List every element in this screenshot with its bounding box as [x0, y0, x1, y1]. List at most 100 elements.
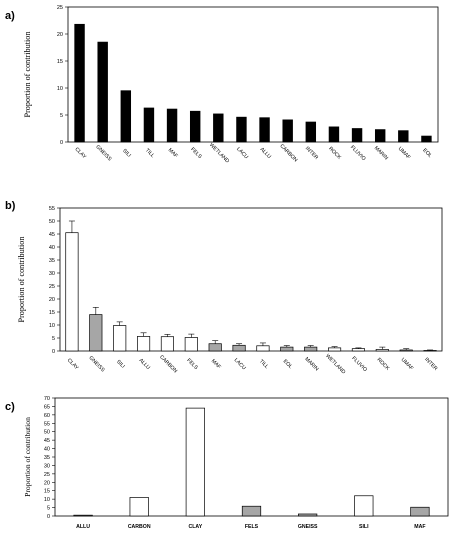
category-label: FELS — [189, 147, 203, 161]
bar-umaf — [399, 349, 413, 352]
category-label: ROCK — [376, 357, 391, 372]
bar-gneiss — [298, 513, 318, 517]
y-tick-label: 60 — [44, 413, 50, 419]
bar-allu — [137, 336, 151, 352]
y-tick-label: 25 — [57, 5, 63, 11]
bar-marin — [304, 346, 318, 352]
bar-maf — [166, 108, 178, 143]
category-label: GNEISS — [94, 144, 112, 162]
bar-carbon — [282, 119, 293, 143]
y-tick-label: 55 — [49, 206, 55, 212]
bar-marin — [374, 129, 386, 143]
y-tick-label: 35 — [44, 455, 50, 461]
bar-lacu — [236, 116, 247, 143]
chart-panel-2: b) Proportion of contribution 0 5 10 15 20 25 30… — [5, 200, 443, 376]
category-label: FELS — [245, 524, 259, 530]
plot-frame — [67, 6, 439, 143]
category-label: CLAY — [73, 147, 87, 161]
bar-clay — [74, 23, 85, 143]
plot-frame — [54, 397, 449, 517]
panel-label: c) — [5, 401, 15, 413]
y-tick-label: 5 — [52, 336, 55, 342]
bar-fels — [241, 505, 262, 517]
bar-gneiss — [89, 314, 103, 352]
y-tick-label: 15 — [57, 59, 63, 65]
y-axis-label: Proportion of contribution — [17, 237, 26, 323]
y-tick-label: 0 — [52, 349, 55, 355]
category-label: ALLU — [259, 147, 273, 161]
bar-clay — [65, 232, 79, 352]
category-label: TILL — [144, 147, 156, 159]
bar-fluvio — [351, 128, 363, 143]
bar-eol — [280, 346, 294, 352]
y-tick-label: 0 — [47, 514, 50, 520]
category-label: WETLAND — [208, 142, 230, 164]
bar-carbon — [160, 336, 174, 352]
category-label: SILI — [359, 524, 369, 530]
y-tick-label: 25 — [44, 472, 50, 478]
category-label: UMAF — [397, 146, 412, 161]
plot-frame — [59, 207, 443, 352]
panel-label: a) — [5, 10, 15, 22]
category-label: CLAY — [189, 524, 203, 530]
category-label: INTER — [304, 146, 319, 161]
bar-carbon — [129, 497, 149, 517]
category-label: EOL — [282, 358, 294, 370]
category-label: CARBON — [158, 354, 178, 374]
chart-panel-3: c) Proportion of contribution 0 5 10 15 20 25 30… — [5, 396, 449, 530]
bar-umaf — [398, 130, 409, 143]
bar-inter — [423, 350, 437, 352]
y-tick-label: 25 — [49, 284, 55, 290]
bar-eol — [421, 135, 432, 143]
category-label: SILI — [115, 359, 126, 370]
y-tick-label: 10 — [44, 497, 50, 503]
bar-allu — [73, 514, 93, 517]
y-tick-label: 20 — [44, 480, 50, 486]
y-tick-label: 20 — [49, 297, 55, 303]
y-tick-label: 50 — [49, 219, 55, 225]
category-label: MAF — [167, 147, 179, 159]
y-tick-label: 5 — [60, 113, 63, 119]
y-axis-label: Proportion of contribution — [23, 32, 32, 118]
bar-rock — [375, 349, 389, 352]
bar-fels — [184, 337, 198, 352]
category-label: ALLU — [138, 358, 152, 372]
category-label: MAF — [414, 524, 425, 530]
y-tick-label: 35 — [49, 258, 55, 264]
y-tick-label: 50 — [44, 430, 50, 436]
category-label: UMAF — [400, 357, 415, 372]
category-label: MARIN — [373, 145, 389, 161]
y-tick-label: 65 — [44, 404, 50, 410]
category-label: FELS — [185, 358, 199, 372]
category-label: CLAY — [66, 358, 80, 372]
category-label: MARIN — [303, 356, 319, 372]
bar-rock — [328, 126, 340, 143]
bar-inter — [305, 121, 317, 143]
y-tick-label: 10 — [49, 323, 55, 329]
y-tick-label: 10 — [57, 86, 63, 92]
category-label: CARBON — [278, 143, 298, 163]
bar-maf — [410, 506, 430, 517]
y-tick-label: 15 — [44, 489, 50, 495]
bar-lacu — [232, 344, 246, 352]
bar-sili — [354, 495, 374, 517]
y-tick-label: 30 — [49, 271, 55, 277]
y-axis-label: Proportion of contribution — [23, 417, 32, 497]
y-tick-label: 5 — [47, 506, 50, 512]
y-tick-label: 20 — [57, 32, 63, 38]
category-label: SILI — [121, 148, 132, 159]
bar-fluvio — [351, 348, 365, 352]
bar-fels — [189, 110, 201, 143]
category-label: FLUVIO — [349, 145, 367, 163]
category-label: LACU — [233, 357, 247, 371]
bar-sili — [120, 90, 132, 143]
bar-till — [256, 345, 270, 352]
category-label: FLUVIO — [350, 356, 368, 374]
category-label: INTER — [423, 357, 438, 372]
bar-till — [143, 107, 155, 143]
category-label: CARBON — [128, 524, 151, 530]
y-tick-label: 70 — [44, 396, 50, 402]
category-label: MAF — [210, 358, 222, 370]
category-label: GNEISS — [87, 355, 105, 373]
